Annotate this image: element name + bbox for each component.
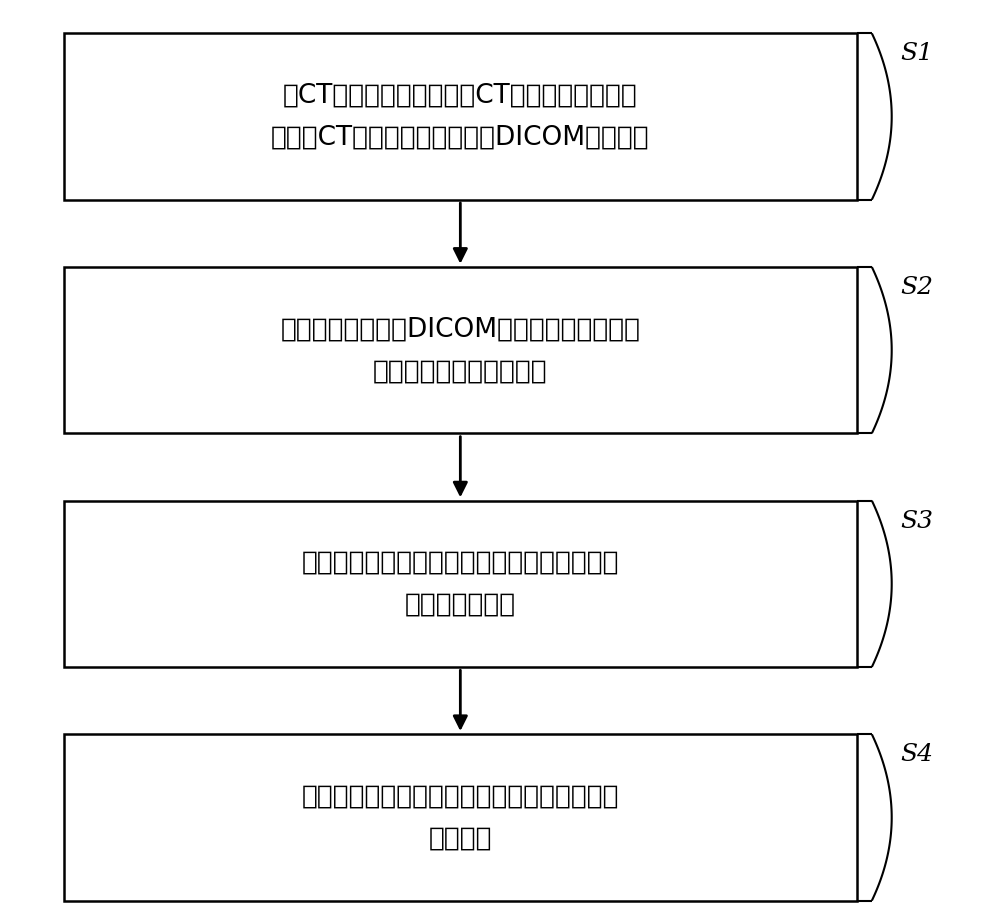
Text: S4: S4 [900,744,933,766]
Text: S2: S2 [900,276,933,299]
Text: S3: S3 [900,510,933,532]
FancyBboxPatch shape [64,34,857,200]
Text: 基于种子生长算法对疑似区域进行筛选，得出
实际脑出血区域: 基于种子生长算法对疑似区域进行筛选，得出 实际脑出血区域 [302,550,619,618]
Text: 基于分水岭算法对DICOM格式图像进行预处理
，标记出脑血肿疑似区域: 基于分水岭算法对DICOM格式图像进行预处理 ，标记出脑血肿疑似区域 [280,317,640,385]
Text: 对出血区域进行切割，并计算实际脑出血区域
的总体积: 对出血区域进行切割，并计算实际脑出血区域 的总体积 [302,784,619,852]
FancyBboxPatch shape [64,267,857,434]
FancyBboxPatch shape [64,501,857,667]
FancyBboxPatch shape [64,735,857,901]
Text: 对CT成片进行扫描，获取CT成片的电子档信息
，根据CT成片电子档信息生成DICOM格式图像: 对CT成片进行扫描，获取CT成片的电子档信息 ，根据CT成片电子档信息生成DIC… [271,83,650,151]
Text: S1: S1 [900,43,933,65]
